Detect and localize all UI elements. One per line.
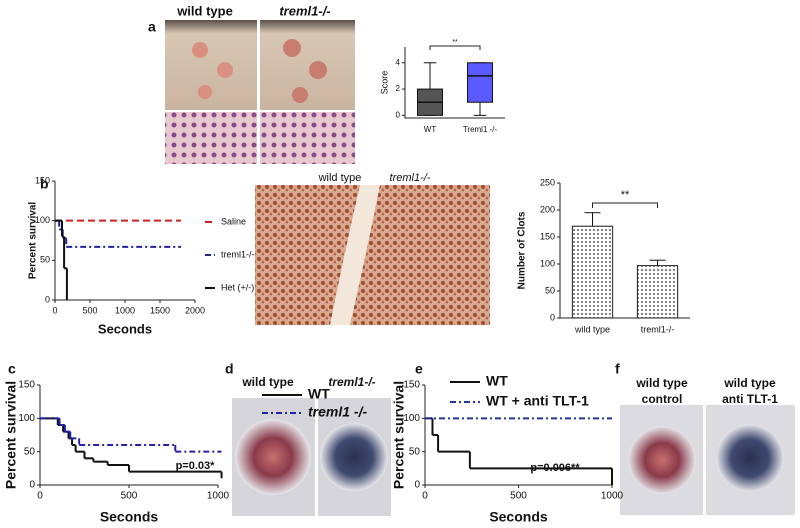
chart: 0 50 100 150 Percent survival 0 500 1000 1500 200… bbox=[28, 175, 255, 336]
photo-group bbox=[165, 20, 795, 516]
y-axis-label: Percent survival bbox=[3, 381, 19, 489]
legend-label: Het (+/-) bbox=[221, 282, 254, 292]
image-label: treml1-/- bbox=[328, 375, 375, 389]
bar bbox=[636, 265, 679, 319]
mouse-skin-photo bbox=[165, 20, 257, 110]
x-tick-label: treml1-/- bbox=[641, 324, 675, 334]
x-tick-label: 1000 bbox=[115, 305, 135, 315]
legend-label: treml1 -/- bbox=[308, 404, 367, 420]
y-tick-label: 50 bbox=[545, 285, 555, 295]
legend-label: WT bbox=[308, 386, 330, 402]
y-tick-label: 0 bbox=[550, 312, 555, 322]
y-tick-label: 250 bbox=[540, 177, 555, 187]
x-tick-label: 1500 bbox=[150, 305, 170, 315]
y-tick-label: 2 bbox=[396, 84, 401, 93]
y-tick-label: 200 bbox=[540, 204, 555, 214]
legend-label: WT bbox=[486, 373, 508, 389]
image-label: wild type bbox=[176, 3, 233, 18]
y-axis-label: Number of Clots bbox=[517, 211, 528, 289]
y-tick-label: 50 bbox=[24, 446, 36, 457]
image-label: wild type bbox=[723, 376, 776, 390]
image-label: treml1-/- bbox=[279, 3, 330, 18]
chart: 0 50 100 150 200 250 Number of Clots wild type t… bbox=[517, 177, 690, 334]
y-axis-label: Percent survival bbox=[391, 381, 407, 489]
x-axis-label: Seconds bbox=[98, 321, 152, 336]
x-tick-label: WT bbox=[424, 125, 437, 134]
image-label: anti TLT-1 bbox=[722, 392, 778, 406]
x-tick-label: 0 bbox=[52, 305, 57, 315]
x-tick-label: 1000 bbox=[601, 491, 624, 502]
panel-label: f bbox=[615, 361, 620, 377]
image-label: control bbox=[642, 392, 683, 406]
bar bbox=[571, 225, 614, 319]
histology-photo bbox=[260, 112, 355, 164]
y-tick-label: 150 bbox=[35, 175, 50, 185]
panel-label: d bbox=[225, 361, 234, 377]
y-tick-label: 150 bbox=[18, 380, 35, 391]
x-tick-label: 500 bbox=[510, 491, 527, 502]
y-axis-label: Score bbox=[379, 71, 389, 95]
significance-bracket bbox=[592, 202, 658, 208]
x-tick-label: 0 bbox=[37, 491, 43, 502]
significance-bracket bbox=[429, 45, 481, 50]
y-tick-label: 100 bbox=[540, 258, 555, 268]
image-label: wild type bbox=[318, 172, 362, 184]
axis-line bbox=[54, 181, 195, 301]
y-tick-label: 0 bbox=[29, 480, 35, 491]
x-tick-label: 500 bbox=[82, 305, 97, 315]
annotation: p=0.03* bbox=[176, 460, 216, 472]
x-axis-label: Seconds bbox=[100, 509, 159, 525]
y-tick-label: 150 bbox=[403, 380, 420, 391]
significance-label: ** bbox=[452, 39, 458, 46]
y-tick-label: 50 bbox=[409, 446, 421, 457]
histology-photo bbox=[165, 112, 257, 164]
panel-label: c bbox=[8, 361, 16, 377]
axis-line bbox=[404, 47, 505, 119]
y-tick-label: 0 bbox=[414, 480, 420, 491]
image-label: wild type bbox=[635, 376, 688, 390]
box bbox=[467, 62, 493, 103]
panel-label: e bbox=[415, 361, 423, 377]
y-tick-label: 0 bbox=[45, 294, 50, 304]
panel-label: b bbox=[40, 176, 49, 192]
x-tick-label: Treml1 -/- bbox=[463, 125, 498, 134]
y-tick-label: 100 bbox=[35, 215, 50, 225]
x-axis-label: Seconds bbox=[489, 509, 548, 525]
y-axis-label: Percent survival bbox=[28, 202, 39, 279]
panel-label: a bbox=[148, 19, 156, 35]
x-tick-label: 2000 bbox=[185, 305, 205, 315]
x-tick-label: 500 bbox=[121, 491, 138, 502]
legend-label: WT + anti TLT-1 bbox=[486, 393, 589, 409]
legend-label: treml1-/- bbox=[221, 249, 255, 259]
y-tick-label: 50 bbox=[40, 255, 50, 265]
y-tick-label: 150 bbox=[540, 231, 555, 241]
y-tick-label: 4 bbox=[396, 58, 401, 67]
x-tick-label: 1000 bbox=[207, 491, 230, 502]
x-tick-label: wild type bbox=[574, 324, 610, 334]
y-tick-label: 0 bbox=[396, 110, 401, 119]
image-label: treml1-/- bbox=[390, 172, 431, 184]
x-tick-label: 0 bbox=[422, 491, 428, 502]
significance-label: ** bbox=[621, 189, 630, 201]
chart: 0 2 4 Score WT Treml1 -/- ** bbox=[379, 39, 505, 134]
image-label: wild type bbox=[241, 375, 294, 389]
legend-label: Saline bbox=[221, 216, 246, 226]
y-tick-label: 100 bbox=[18, 413, 35, 424]
y-tick-label: 100 bbox=[403, 413, 420, 424]
annotation: p=0.006** bbox=[530, 462, 580, 474]
